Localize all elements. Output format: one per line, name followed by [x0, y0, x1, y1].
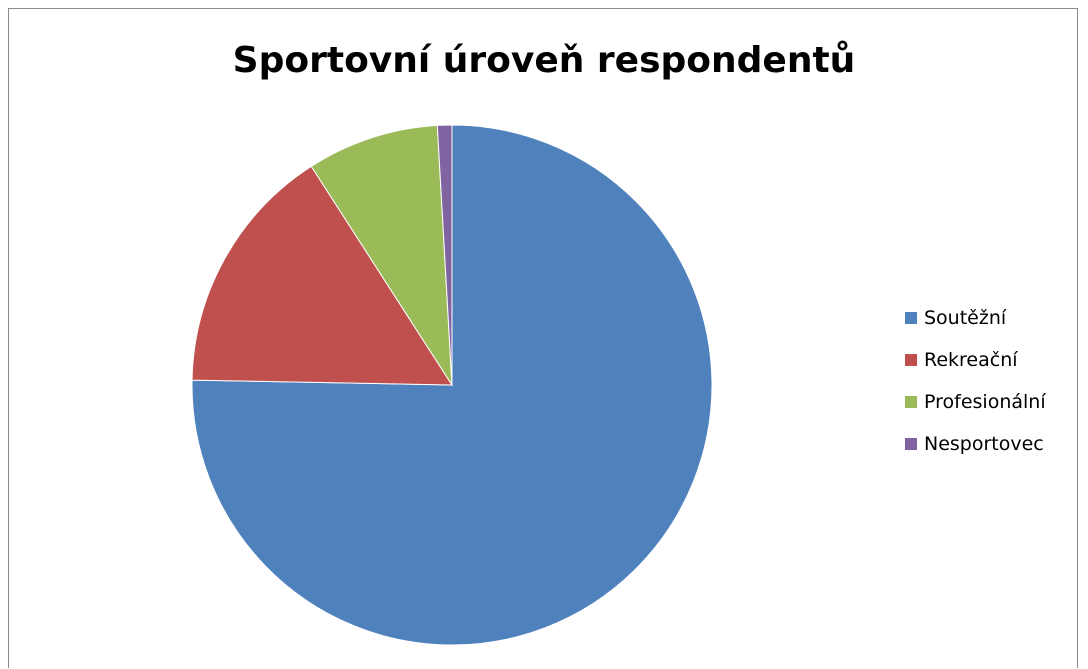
legend-item-rekreacni: Rekreační	[905, 339, 1046, 381]
legend-swatch-soutezni	[905, 312, 917, 324]
legend-item-nesportovec: Nesportovec	[905, 423, 1046, 465]
legend-item-profesionalni: Profesionální	[905, 381, 1046, 423]
legend-swatch-profesionalni	[905, 396, 917, 408]
pie-slice-soutezni	[191, 124, 713, 646]
chart-title: Sportovní úroveň respondentů	[232, 40, 856, 81]
pie-slice-rekreacni	[191, 165, 453, 386]
legend: Soutěžní Rekreační Profesionální Nesport…	[905, 297, 1046, 465]
pie-slice-profesionalni	[310, 124, 453, 387]
legend-swatch-rekreacni	[905, 354, 917, 366]
legend-swatch-nesportovec	[905, 438, 917, 450]
legend-label-nesportovec: Nesportovec	[924, 433, 1044, 455]
pie-slice-nesportovec	[436, 124, 453, 386]
pie-slices	[191, 124, 713, 646]
legend-label-rekreacni: Rekreační	[924, 349, 1018, 371]
legend-label-soutezni: Soutěžní	[924, 307, 1007, 329]
legend-item-soutezni: Soutěžní	[905, 297, 1046, 339]
legend-label-profesionalni: Profesionální	[924, 391, 1046, 413]
